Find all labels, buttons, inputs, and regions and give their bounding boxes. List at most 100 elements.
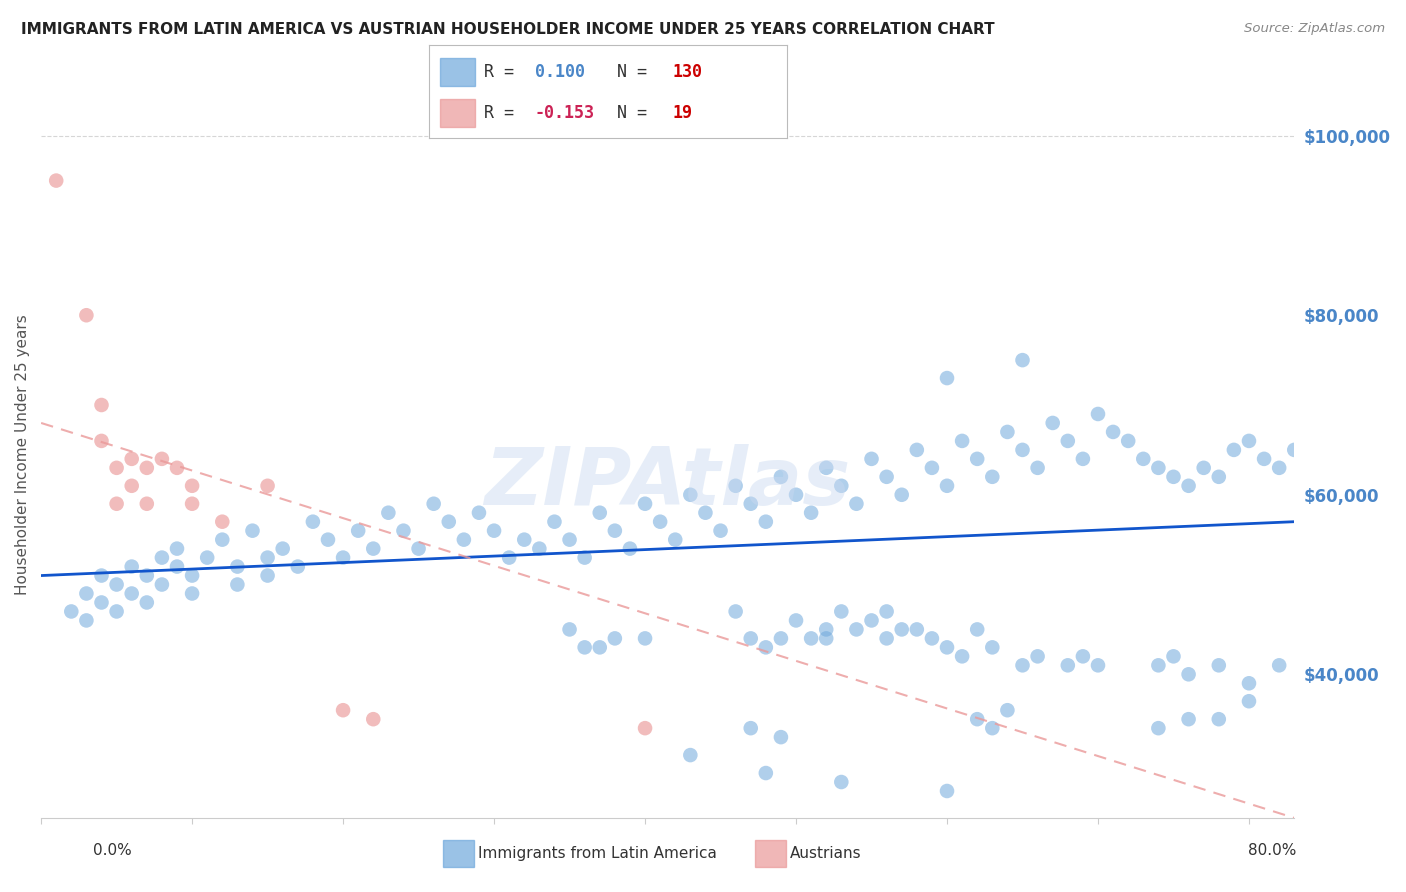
Point (890, 623, 912, 637)
Text: ZIPAtlas: ZIPAtlas (485, 444, 851, 523)
Point (1087, 407, 1109, 421)
Point (1268, 658, 1291, 673)
Point (256, 479, 278, 493)
Point (1298, 451, 1320, 466)
Point (981, 640, 1004, 655)
Point (392, 524, 415, 538)
Point (755, 515, 778, 529)
Point (830, 775, 852, 789)
Point (332, 703, 354, 717)
Point (740, 632, 762, 646)
Point (634, 632, 657, 646)
Point (876, 632, 898, 646)
Point (966, 623, 988, 637)
Point (181, 568, 204, 582)
Point (105, 460, 128, 475)
Point (135, 460, 157, 475)
Text: -0.153: -0.153 (534, 104, 595, 122)
Point (574, 640, 596, 655)
Point (1147, 658, 1170, 673)
Point (830, 479, 852, 493)
Point (498, 550, 520, 565)
Point (408, 541, 430, 556)
Point (981, 470, 1004, 484)
Point (679, 748, 702, 763)
Point (75, 308, 97, 322)
Point (619, 541, 641, 556)
Text: 0.100: 0.100 (534, 62, 585, 81)
Point (558, 623, 581, 637)
Point (181, 586, 204, 600)
Point (543, 515, 565, 529)
Point (437, 515, 460, 529)
Text: Austrians: Austrians (790, 847, 862, 861)
Text: N =: N = (617, 62, 657, 81)
Point (422, 497, 444, 511)
Point (468, 506, 491, 520)
Point (121, 586, 143, 600)
Point (166, 460, 188, 475)
Point (589, 640, 612, 655)
Point (936, 479, 959, 493)
Point (603, 524, 626, 538)
Point (921, 632, 943, 646)
Point (830, 604, 852, 618)
Point (724, 479, 747, 493)
Point (1056, 658, 1078, 673)
Point (529, 541, 551, 556)
Text: Source: ZipAtlas.com: Source: ZipAtlas.com (1244, 22, 1385, 36)
Point (603, 632, 626, 646)
Point (709, 524, 731, 538)
Point (950, 649, 973, 664)
Point (1011, 353, 1033, 368)
Point (105, 604, 128, 618)
Point (800, 506, 823, 520)
Point (121, 479, 143, 493)
Point (695, 506, 717, 520)
Point (1026, 649, 1049, 664)
Point (1223, 442, 1246, 457)
Y-axis label: Householder Income Under 25 years: Householder Income Under 25 years (15, 314, 30, 595)
Text: N =: N = (617, 104, 657, 122)
Point (361, 712, 384, 726)
Point (589, 506, 612, 520)
Point (1116, 434, 1139, 448)
Point (936, 784, 959, 798)
Text: R =: R = (485, 104, 524, 122)
Point (1147, 721, 1170, 735)
Point (1208, 470, 1230, 484)
Point (769, 470, 792, 484)
Point (950, 434, 973, 448)
Point (90, 398, 112, 412)
Point (1177, 667, 1199, 681)
Point (997, 425, 1019, 439)
Point (1102, 425, 1125, 439)
Text: R =: R = (485, 62, 524, 81)
Point (890, 488, 912, 502)
Point (1192, 460, 1215, 475)
Point (845, 497, 868, 511)
Point (1011, 442, 1033, 457)
Point (1208, 658, 1230, 673)
Point (60, 604, 83, 618)
Point (740, 721, 762, 735)
Point (347, 524, 370, 538)
Point (1313, 460, 1336, 475)
Point (769, 632, 792, 646)
Point (121, 559, 143, 574)
Text: 19: 19 (672, 104, 693, 122)
Point (1298, 685, 1320, 699)
Point (75, 614, 97, 628)
Point (75, 586, 97, 600)
Point (135, 497, 157, 511)
Point (271, 541, 294, 556)
Point (1177, 479, 1199, 493)
Text: IMMIGRANTS FROM LATIN AMERICA VS AUSTRIAN HOUSEHOLDER INCOME UNDER 25 YEARS CORR: IMMIGRANTS FROM LATIN AMERICA VS AUSTRIA… (21, 22, 994, 37)
Point (905, 623, 928, 637)
Point (755, 766, 778, 780)
Point (135, 568, 157, 582)
Point (90, 595, 112, 609)
Point (785, 614, 807, 628)
Point (860, 451, 883, 466)
Point (997, 703, 1019, 717)
